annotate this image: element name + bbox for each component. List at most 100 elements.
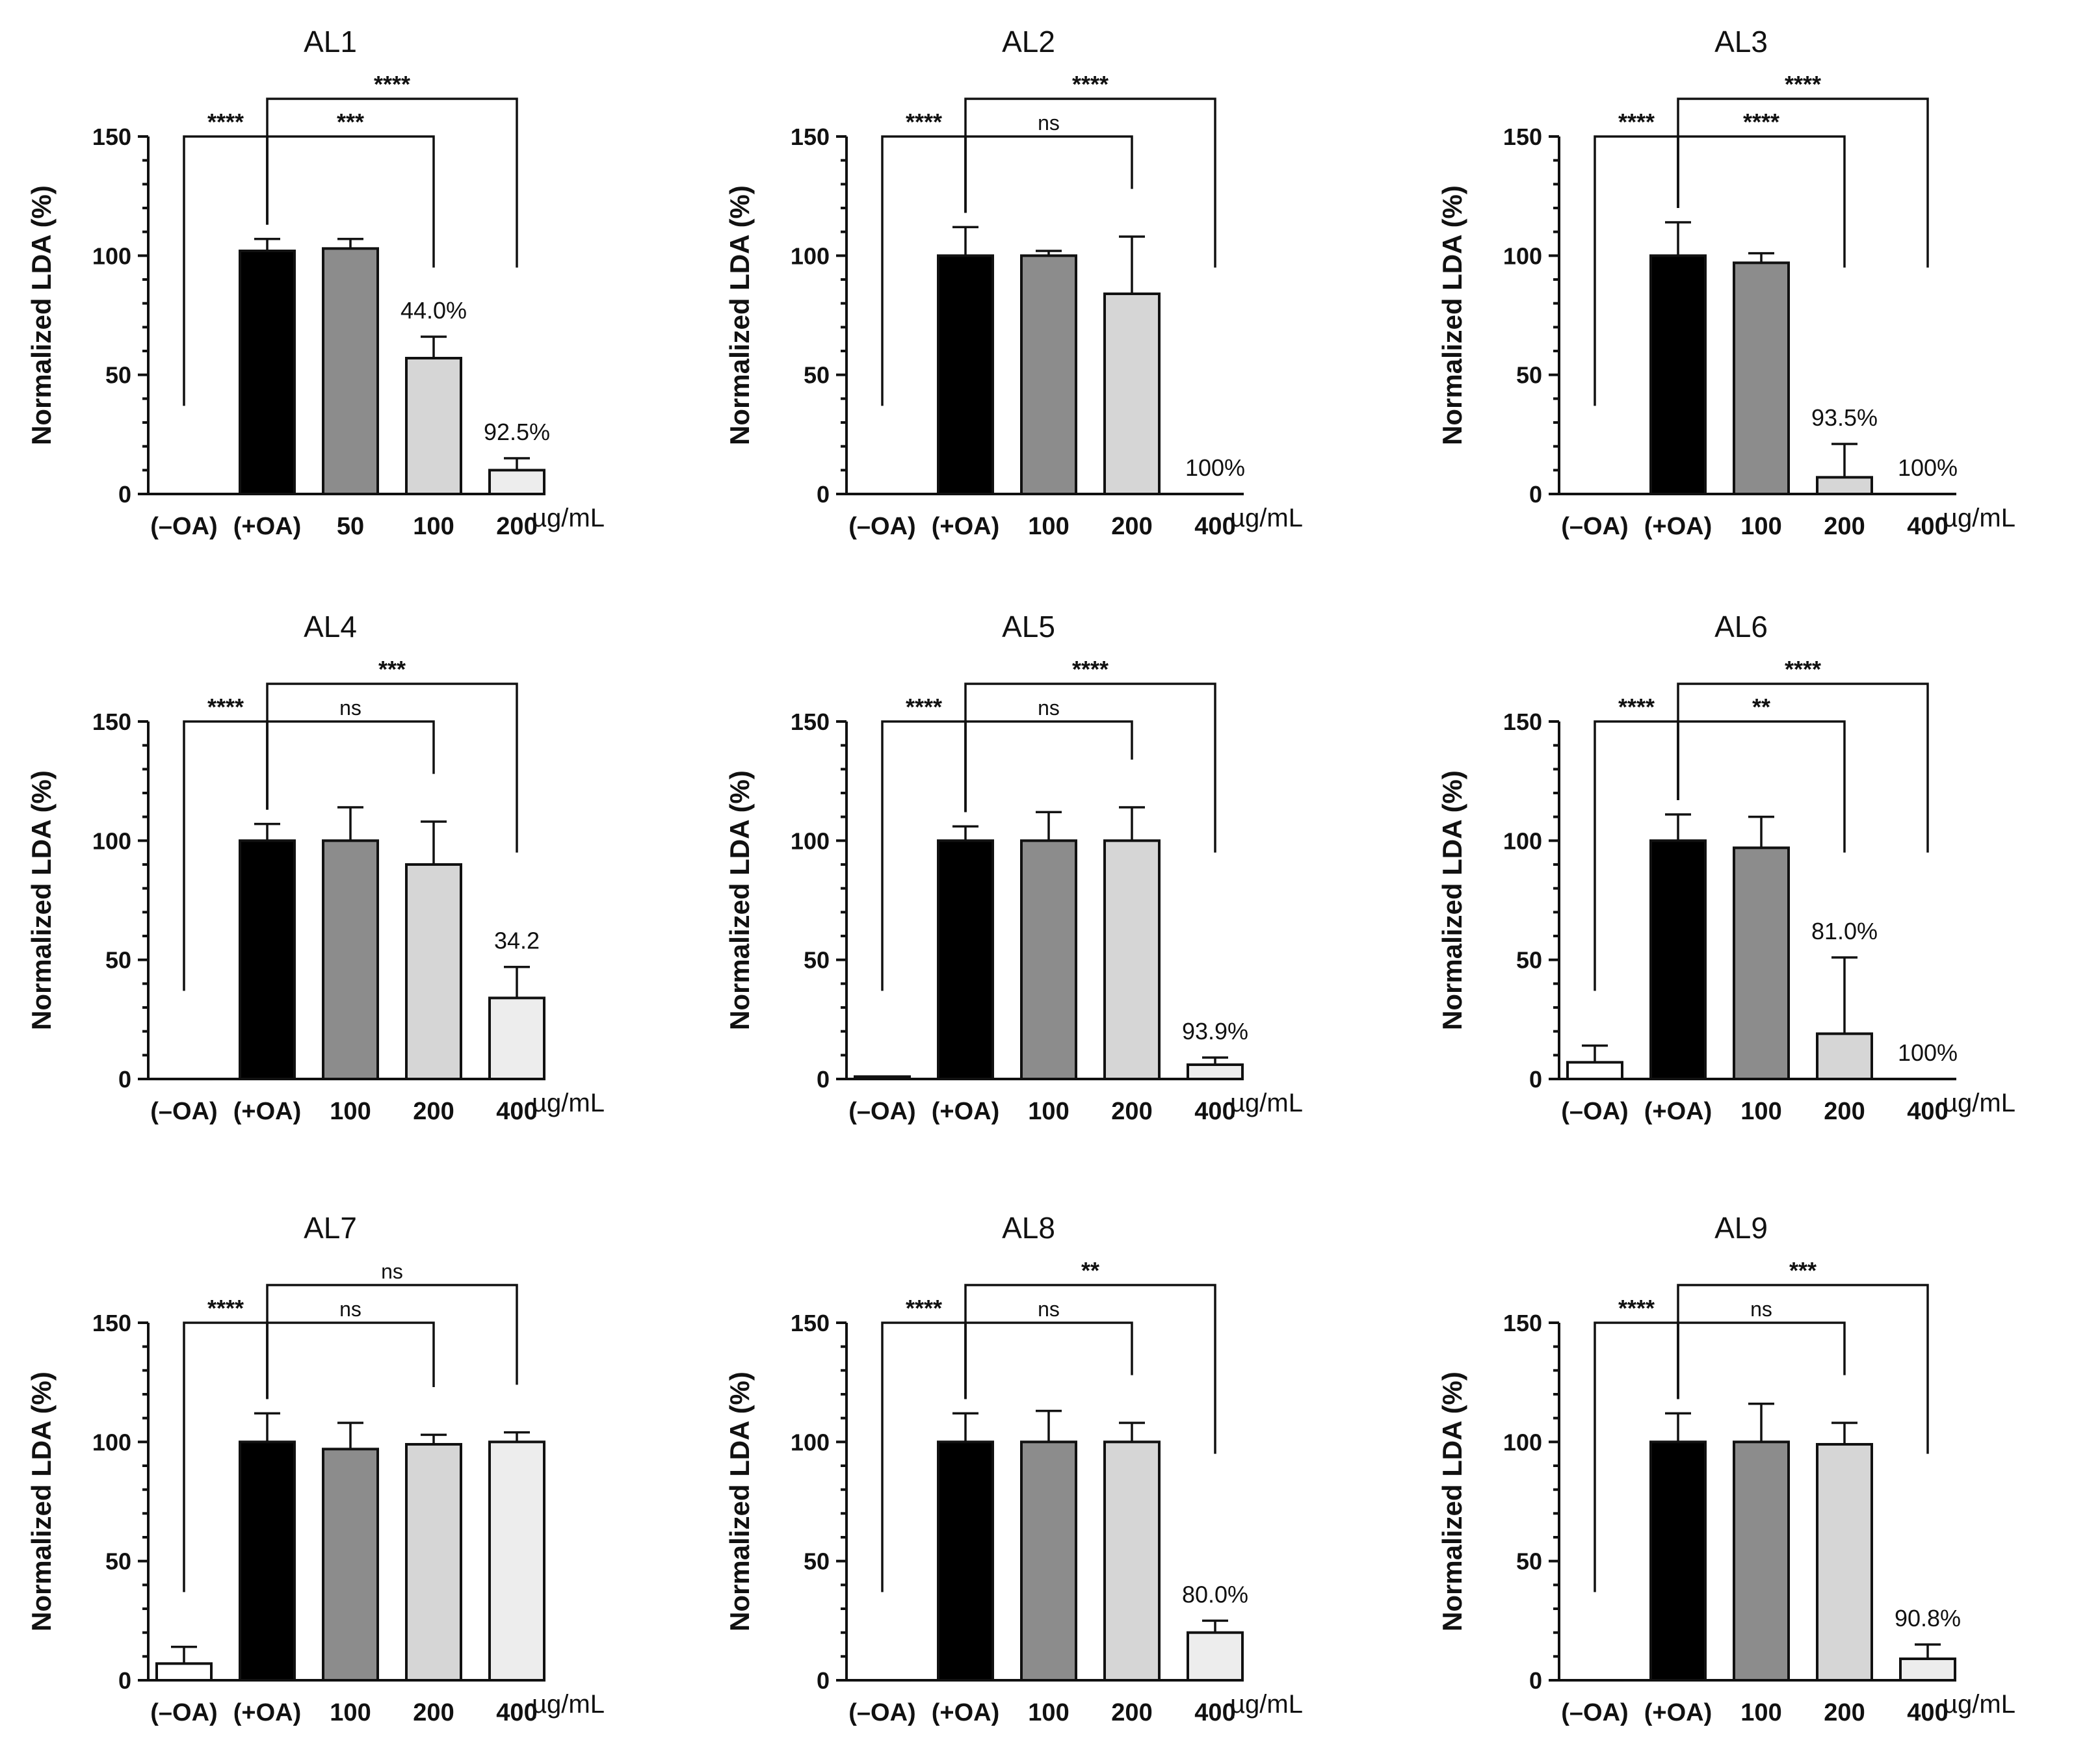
y-axis-label: Normalized LDA (%) xyxy=(1437,1372,1467,1632)
x-category-label: 100 xyxy=(330,1098,371,1125)
y-tick-label: 100 xyxy=(791,1429,830,1455)
significance-bracket-3 xyxy=(1677,98,1929,268)
x-category-label: 400 xyxy=(1194,513,1235,540)
significance-bracket-3 xyxy=(964,98,1216,268)
x-category-label: 200 xyxy=(413,1098,454,1125)
chart-title: AL2 xyxy=(1002,25,1055,58)
panel-al2: AL2 Normalized LDA (%) 0 50 100 150 (–OA) (+OA)… xyxy=(724,25,1303,540)
y-tick-label: 0 xyxy=(1529,1066,1542,1093)
significance-label: ns xyxy=(381,1260,403,1283)
significance-label: ns xyxy=(1038,1297,1060,1321)
bar-2 xyxy=(1649,1440,1707,1682)
significance-bracket-3 xyxy=(266,1284,518,1399)
y-tick-label: 150 xyxy=(92,708,131,735)
x-category-label: 400 xyxy=(1907,1098,1948,1125)
chart-title: AL4 xyxy=(304,610,357,644)
bar-2 xyxy=(937,1440,994,1682)
y-tick-label: 150 xyxy=(1503,124,1542,150)
y-tick-label: 0 xyxy=(1529,481,1542,508)
x-category-label: 200 xyxy=(413,1699,454,1726)
x-category-label: (+OA) xyxy=(233,513,302,540)
y-tick-label: 50 xyxy=(1516,1548,1542,1575)
y-axis-label: Normalized LDA (%) xyxy=(724,770,755,1030)
x-category-label: 50 xyxy=(337,513,364,540)
y-tick-label: 50 xyxy=(105,1548,131,1575)
chart-title: AL6 xyxy=(1714,610,1768,644)
x-category-label: 200 xyxy=(1111,1699,1152,1726)
reduction-annotation: 93.9% xyxy=(1182,1018,1248,1045)
significance-bracket-2 xyxy=(266,720,435,810)
significance-bracket-2 xyxy=(964,1321,1133,1399)
bar-1 xyxy=(854,1075,911,1081)
significance-label: **** xyxy=(374,71,410,98)
reduction-annotation: 100% xyxy=(1898,454,1958,481)
bar-3 xyxy=(1020,254,1077,495)
bar-5 xyxy=(1187,1063,1244,1080)
x-category-label: 100 xyxy=(330,1699,371,1726)
panel-al6: AL6 Normalized LDA (%) 0 50 100 150 (–OA) (+OA)… xyxy=(1437,610,2015,1125)
reduction-annotation: 34.2 xyxy=(494,928,540,954)
chart-title: AL3 xyxy=(1714,25,1768,58)
x-category-label: (+OA) xyxy=(1644,1098,1713,1125)
y-tick-label: 100 xyxy=(1503,1429,1542,1455)
reduction-annotation: 93.5% xyxy=(1811,404,1878,431)
y-tick-label: 100 xyxy=(92,242,131,269)
bar-4 xyxy=(405,863,462,1080)
y-tick-label: 50 xyxy=(1516,362,1542,389)
y-tick-label: 0 xyxy=(817,1066,830,1093)
x-category-label: (+OA) xyxy=(932,1098,1000,1125)
significance-label: **** xyxy=(1072,656,1109,682)
y-tick-label: 100 xyxy=(791,827,830,854)
y-tick-label: 150 xyxy=(1503,1310,1542,1336)
bar-2 xyxy=(239,250,296,495)
significance-label: ns xyxy=(1750,1297,1772,1321)
y-axis-label: Normalized LDA (%) xyxy=(724,1372,755,1632)
significance-label: **** xyxy=(906,109,942,135)
chart-title: AL7 xyxy=(304,1211,357,1245)
reduction-annotation: 100% xyxy=(1898,1039,1958,1066)
x-unit-label: µg/mL xyxy=(532,504,605,532)
significance-label: ns xyxy=(1038,111,1060,135)
y-tick-label: 150 xyxy=(791,1310,830,1336)
x-category-label: (+OA) xyxy=(233,1699,302,1726)
significance-bracket-3 xyxy=(266,682,518,853)
significance-label: *** xyxy=(378,656,406,682)
bar-4 xyxy=(1103,839,1161,1081)
chart-title: AL9 xyxy=(1714,1211,1768,1245)
x-category-label: 200 xyxy=(1824,513,1865,540)
x-category-label: (–OA) xyxy=(1561,1098,1628,1125)
x-category-label: (+OA) xyxy=(932,513,1000,540)
chart-title: AL5 xyxy=(1002,610,1055,644)
bar-2 xyxy=(937,254,994,495)
x-category-label: 200 xyxy=(1824,1699,1865,1726)
bar-3 xyxy=(322,247,379,495)
x-category-label: 100 xyxy=(1740,1098,1781,1125)
bar-3 xyxy=(1733,261,1790,495)
reduction-annotation: 80.0% xyxy=(1182,1581,1248,1607)
x-category-label: 100 xyxy=(1740,1699,1781,1726)
bar-4 xyxy=(405,357,462,495)
x-category-label: 400 xyxy=(1194,1699,1235,1726)
significance-bracket-3 xyxy=(1677,682,1929,853)
x-unit-label: µg/mL xyxy=(532,1089,605,1117)
significance-label: **** xyxy=(906,694,942,720)
x-category-label: (+OA) xyxy=(1644,513,1713,540)
panel-al1: AL1 Normalized LDA (%) 0 50 100 150 (–OA) (+OA)… xyxy=(26,25,605,540)
y-tick-label: 100 xyxy=(92,827,131,854)
significance-label: **** xyxy=(207,694,244,720)
y-tick-label: 50 xyxy=(105,947,131,974)
reduction-annotation: 90.8% xyxy=(1895,1605,1961,1632)
panel-al5: AL5 Normalized LDA (%) 0 50 100 150 (–OA) (+OA)… xyxy=(724,610,1303,1125)
bar-5 xyxy=(1899,1658,1956,1682)
significance-bracket-3 xyxy=(964,682,1216,853)
x-category-label: 400 xyxy=(496,1699,537,1726)
significance-label: **** xyxy=(1618,1295,1655,1321)
significance-label: **** xyxy=(1743,109,1779,135)
y-tick-label: 0 xyxy=(118,481,131,508)
reduction-annotation: 92.5% xyxy=(484,419,550,445)
x-category-label: 400 xyxy=(1194,1098,1235,1125)
x-unit-label: µg/mL xyxy=(1943,1089,2015,1117)
significance-bracket-2 xyxy=(964,135,1133,213)
reduction-annotation: 81.0% xyxy=(1811,918,1878,944)
x-category-label: 200 xyxy=(1824,1098,1865,1125)
